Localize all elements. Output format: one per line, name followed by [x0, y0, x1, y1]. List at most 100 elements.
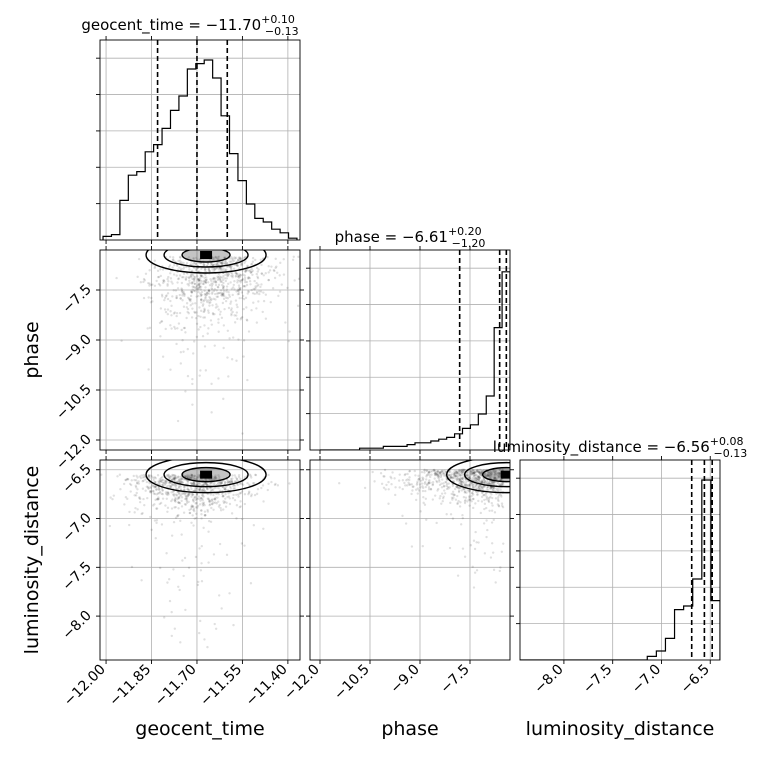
scatter-point [232, 493, 235, 497]
scatter-point [198, 487, 201, 490]
scatter-point [224, 493, 227, 496]
scatter-point [459, 501, 462, 504]
scatter-point [404, 522, 408, 525]
scatter-point [421, 485, 424, 488]
scatter-point [122, 482, 126, 486]
scatter-point [159, 479, 163, 482]
scatter-point [200, 489, 204, 492]
scatter-point [163, 308, 167, 311]
scatter-point [456, 485, 459, 489]
scatter-point [470, 472, 473, 476]
scatter-point [149, 515, 152, 519]
contour-level [163, 461, 249, 488]
scatter-point [251, 273, 254, 276]
scatter-point [247, 276, 250, 279]
scatter-point [133, 478, 136, 482]
scatter-point [204, 267, 207, 271]
scatter-point [167, 275, 170, 279]
scatter-point [204, 273, 207, 276]
scatter-point [483, 552, 487, 555]
scatter-point [250, 493, 253, 496]
scatter-point [228, 502, 232, 506]
scatter-point [226, 495, 229, 499]
histogram-luminosity_distance [520, 479, 720, 660]
scatter-point [275, 265, 278, 268]
scatter-point [188, 281, 191, 285]
scatter-point [180, 496, 184, 499]
scatter-point [477, 475, 480, 479]
scatter-point [230, 479, 234, 483]
scatter-point [245, 280, 249, 284]
scatter-point [468, 483, 471, 487]
scatter-point [452, 473, 456, 476]
scatter-point [456, 494, 459, 498]
scatter-point [471, 492, 474, 495]
scatter-point [162, 481, 166, 484]
scatter-point [460, 480, 464, 484]
scatter-point [465, 472, 469, 475]
scatter-point [208, 284, 212, 287]
scatter-point [363, 486, 367, 490]
scatter-point [225, 501, 228, 505]
scatter-point [432, 468, 435, 472]
scatter-point [480, 495, 484, 499]
scatter-point [225, 272, 229, 276]
scatter-point [489, 470, 492, 474]
scatter-point [199, 274, 203, 278]
scatter-point [188, 268, 191, 271]
scatter-point [177, 496, 181, 499]
scatter-point [410, 483, 414, 486]
scatter-point [228, 295, 232, 298]
scatter-point [461, 478, 465, 481]
scatter-point [173, 499, 177, 502]
scatter-point [241, 483, 245, 486]
scatter-point [145, 485, 149, 488]
scatter-point [242, 339, 246, 342]
scatter-point [487, 488, 490, 492]
scatter-point [178, 259, 182, 262]
scatter-point [445, 484, 448, 488]
scatter-point [214, 627, 218, 630]
scatter-point [208, 270, 212, 273]
scatter-point [208, 289, 211, 293]
scatter-point [184, 494, 187, 497]
scatter-point [493, 473, 496, 477]
scatter-point [164, 491, 168, 494]
scatter-point [474, 483, 478, 487]
scatter-point [224, 299, 228, 303]
scatter-point [225, 290, 228, 293]
scatter-point [239, 491, 243, 495]
scatter-point [423, 469, 426, 472]
scatter-point [215, 295, 218, 298]
scatter-point [246, 481, 249, 485]
x-tick-label: −10.5 [331, 662, 373, 704]
scatter-point [220, 262, 223, 265]
scatter-point [249, 283, 252, 286]
scatter-point [203, 263, 206, 267]
scatter-point [397, 479, 401, 482]
scatter-point [189, 304, 192, 307]
scatter-point [440, 474, 443, 477]
scatter-point [197, 278, 200, 281]
scatter-point [214, 267, 218, 270]
scatter-point [225, 274, 229, 277]
scatter-point [166, 282, 169, 286]
scatter-point [482, 478, 486, 481]
scatter-point [228, 265, 231, 269]
scatter-point [174, 289, 178, 292]
scatter-point [189, 294, 193, 298]
scatter-point [216, 255, 220, 259]
scatter-point [164, 295, 168, 298]
scatter-point [220, 268, 223, 271]
scatter-point [486, 474, 490, 477]
y-tick-label: −9.0 [59, 332, 94, 367]
scatter-point [439, 475, 443, 479]
scatter-point [248, 269, 252, 272]
scatter-point [401, 487, 404, 491]
scatter-point [479, 473, 482, 476]
scatter-point [204, 268, 207, 271]
scatter-point [190, 290, 193, 294]
scatter-point [427, 480, 431, 483]
scatter-point [189, 299, 192, 303]
scatter-point [467, 498, 470, 501]
